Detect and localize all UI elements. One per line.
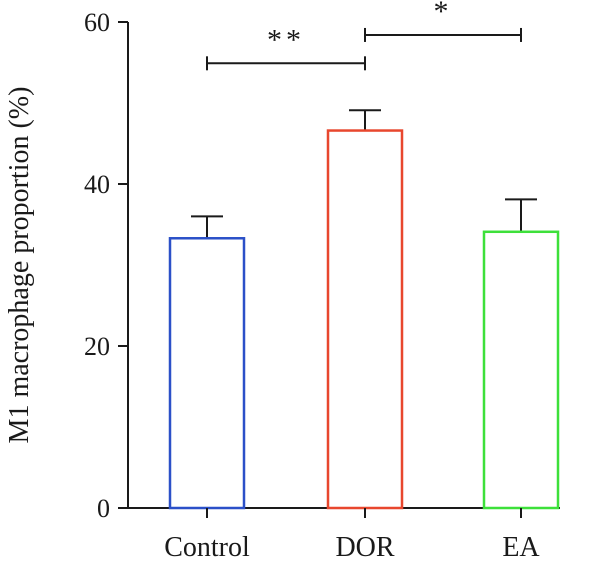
bar-control	[168, 237, 246, 510]
y-tick-label-20: 20	[84, 332, 110, 361]
x-tick-label-control: Control	[164, 532, 250, 563]
x-tick-label-dor: DOR	[335, 532, 394, 563]
significance-label-0: **	[267, 23, 305, 56]
y-tick-label-60: 60	[84, 8, 110, 37]
bar-dor	[326, 129, 404, 510]
y-tick-label-0: 0	[97, 494, 110, 523]
x-tick-label-ea: EA	[502, 532, 540, 563]
significance-label-1: *	[434, 0, 453, 28]
y-axis-title: M1 macrophage proportion (%)	[4, 87, 35, 444]
y-tick-label-40: 40	[84, 170, 110, 199]
bar-ea	[482, 230, 560, 510]
